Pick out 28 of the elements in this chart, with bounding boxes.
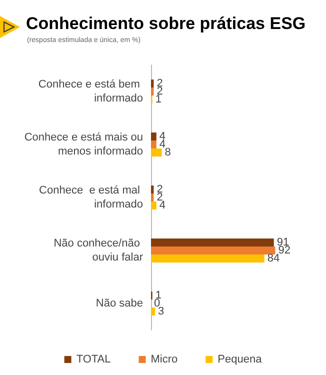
data-label: 92 <box>278 244 290 256</box>
legend-label: TOTAL <box>76 354 111 366</box>
y-tick-label: Conhece e está mais ou menos informado <box>24 132 143 158</box>
bar <box>151 140 156 148</box>
data-label: 1 <box>155 94 162 106</box>
bar <box>151 202 156 210</box>
data-label: 8 <box>164 146 171 158</box>
bar <box>151 254 264 262</box>
bar <box>151 132 156 140</box>
legend-label: Pequena <box>218 354 263 366</box>
bar <box>151 80 154 88</box>
y-tick-label: Não sabe <box>96 298 143 310</box>
bar <box>151 246 276 254</box>
data-label: 3 <box>158 306 164 318</box>
data-label: 4 <box>159 138 166 150</box>
bar <box>151 194 154 202</box>
legend-label: Micro <box>150 354 178 366</box>
bar <box>151 308 156 316</box>
y-tick-label: Não conhece/não ouviu falar <box>54 238 144 264</box>
chart-title: Conhecimento sobre práticas ESG <box>26 14 306 34</box>
y-tick-label: Conhece e está mal informado <box>39 184 143 210</box>
bar <box>151 186 154 194</box>
y-tick-label: Conhece e está bem informado <box>38 78 143 104</box>
data-label: 0 <box>154 298 160 310</box>
bar <box>151 238 274 246</box>
bar <box>151 88 154 96</box>
bar <box>151 148 162 156</box>
data-label: 84 <box>267 252 280 264</box>
